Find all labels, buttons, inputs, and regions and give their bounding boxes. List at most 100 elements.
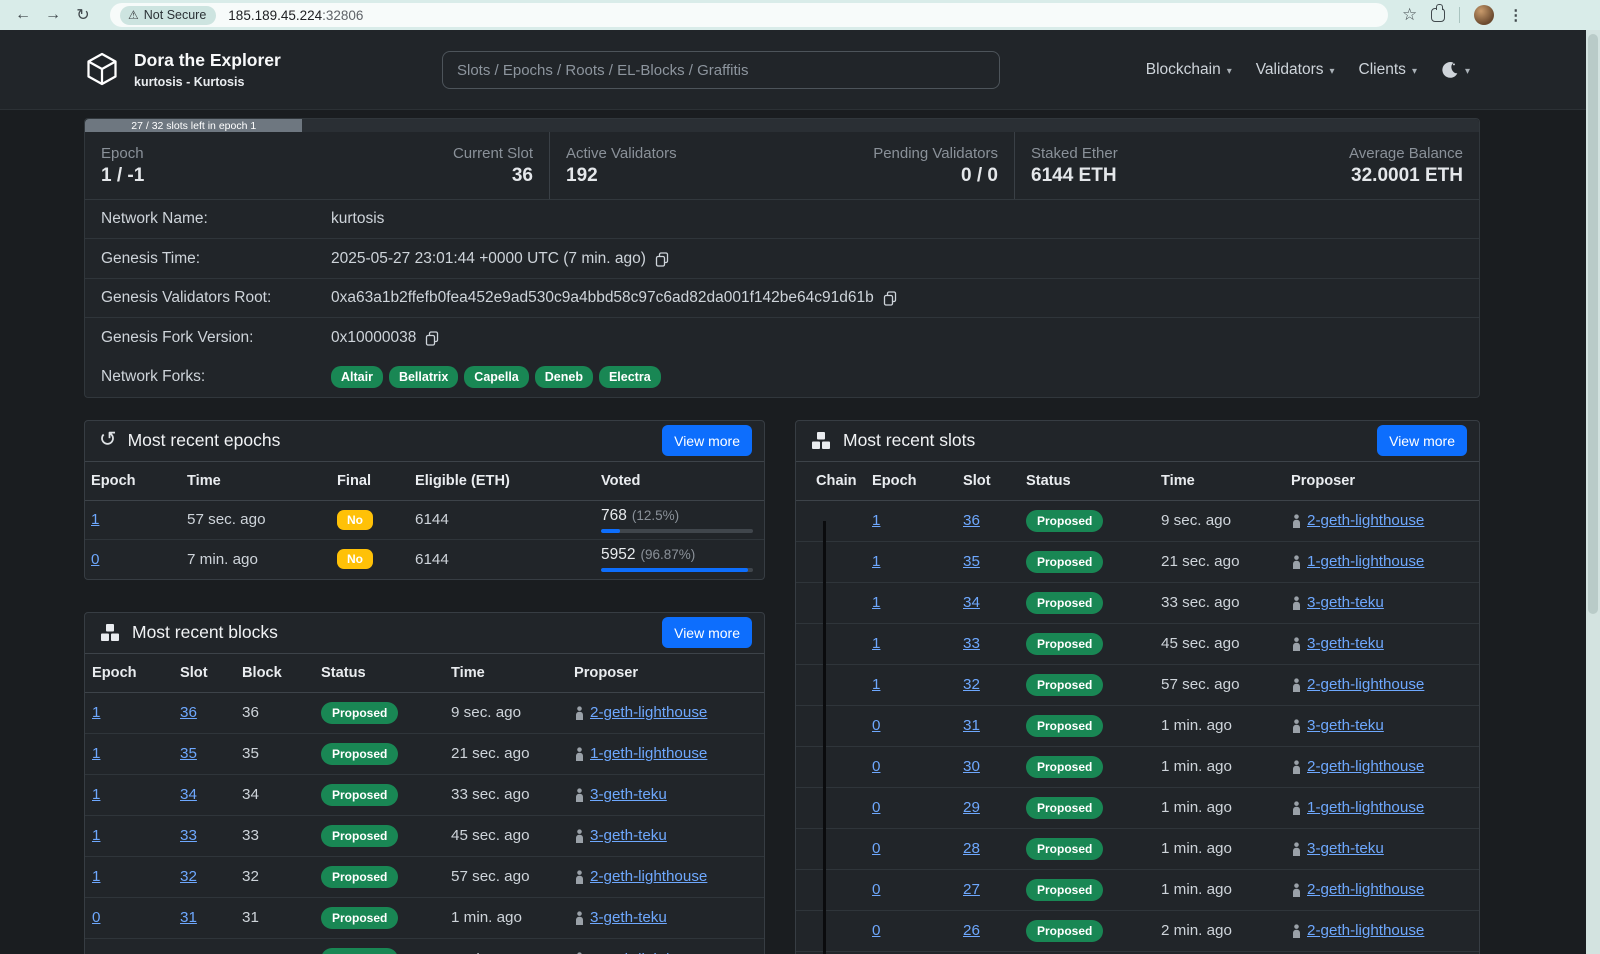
epoch-link[interactable]: 0	[872, 840, 881, 858]
scrollbar-thumb[interactable]	[1588, 34, 1598, 614]
proposer-link[interactable]: 2-geth-lighthouse	[1307, 512, 1425, 530]
eligible-eth: 6144	[415, 511, 449, 529]
slot-link[interactable]: 31	[963, 717, 980, 735]
slot-link[interactable]: 26	[963, 922, 980, 940]
info-value: 2025-05-27 23:01:44 +0000 UTC (7 min. ag…	[331, 249, 646, 267]
browser-menu-icon[interactable]: ⋮	[1508, 7, 1524, 24]
view-more-slots-button[interactable]: View more	[1377, 425, 1467, 457]
nav-clients[interactable]: Clients ▾	[1358, 61, 1417, 78]
slot-link[interactable]: 32	[180, 868, 197, 886]
slot-link[interactable]: 28	[963, 840, 980, 858]
epoch-link[interactable]: 0	[872, 881, 881, 899]
stat-pending-validators: Pending Validators 0 / 0	[873, 144, 998, 186]
proposer-link[interactable]: 2-geth-lighthouse	[1307, 881, 1425, 899]
epoch-link[interactable]: 0	[872, 922, 881, 940]
slot-row: 1 34 Proposed 33 sec. ago 3-geth-teku	[796, 583, 1479, 624]
epoch-link[interactable]: 1	[872, 594, 881, 612]
person-icon	[574, 706, 585, 720]
view-more-epochs-button[interactable]: View more	[662, 425, 752, 457]
theme-toggle[interactable]: ▾	[1441, 61, 1470, 79]
epoch-link[interactable]: 1	[92, 868, 101, 886]
epoch-link[interactable]: 1	[92, 704, 101, 722]
proposer-link[interactable]: 2-geth-lighthouse	[1307, 922, 1425, 940]
slot-link[interactable]: 29	[963, 799, 980, 817]
proposer-link[interactable]: 2-geth-lighthouse	[590, 868, 708, 886]
proposer-link[interactable]: 1-geth-lighthouse	[1307, 553, 1425, 571]
recent-slots-card: Most recent slots View more Chain Epoch …	[795, 419, 1480, 954]
copy-icon[interactable]	[425, 331, 439, 347]
slot-link[interactable]: 34	[963, 594, 980, 612]
brand[interactable]: Dora the Explorer kurtosis - Kurtosis	[84, 50, 281, 89]
epoch-link[interactable]: 1	[872, 635, 881, 653]
slot-link[interactable]: 32	[963, 676, 980, 694]
slot-link[interactable]: 36	[180, 704, 197, 722]
forward-icon[interactable]: →	[45, 6, 61, 23]
toolbar-divider	[1459, 7, 1461, 23]
slot-link[interactable]: 35	[180, 745, 197, 763]
epoch-link[interactable]: 1	[872, 512, 881, 530]
epoch-link[interactable]: 1	[91, 511, 100, 529]
proposer-link[interactable]: 3-geth-teku	[1307, 840, 1384, 858]
slot-link[interactable]: 34	[180, 786, 197, 804]
back-icon[interactable]: ←	[15, 6, 31, 23]
view-more-blocks-button[interactable]: View more	[662, 617, 752, 649]
epoch-link[interactable]: 1	[872, 553, 881, 571]
page-scrollbar[interactable]	[1586, 30, 1600, 954]
card-title: Most recent slots	[843, 430, 976, 451]
copy-icon[interactable]	[883, 291, 897, 307]
epoch-link[interactable]: 0	[91, 550, 100, 568]
slot-link[interactable]: 30	[963, 758, 980, 776]
epoch-link[interactable]: 0	[92, 951, 100, 954]
slot-link[interactable]: 33	[963, 635, 980, 653]
epoch-link[interactable]: 1	[872, 676, 881, 694]
epoch-link[interactable]: 1	[92, 827, 101, 845]
epoch-progress-bar: 27 / 32 slots left in epoch 1	[85, 119, 1479, 132]
profile-avatar[interactable]	[1474, 5, 1495, 25]
block-time: 57 sec. ago	[451, 868, 530, 886]
proposer-link[interactable]: 3-geth-teku	[1307, 635, 1384, 653]
not-secure-chip[interactable]: ⚠ Not Secure	[120, 5, 217, 25]
proposer-link[interactable]: 3-geth-teku	[590, 786, 667, 804]
slot-time: 1 min. ago	[1161, 758, 1232, 776]
blocks-table-body: 1 36 36 Proposed 9 sec. ago 2-geth-light…	[85, 693, 764, 954]
epoch-link[interactable]: 1	[92, 786, 101, 804]
epoch-link[interactable]: 0	[872, 799, 881, 817]
proposer-link[interactable]: 3-geth-teku	[590, 827, 667, 845]
proposer-link[interactable]: 1-geth-lighthouse	[1307, 799, 1425, 817]
search-input[interactable]	[442, 51, 1000, 89]
epoch-link[interactable]: 0	[872, 758, 881, 776]
slot-link[interactable]: 36	[963, 512, 980, 530]
slot-link[interactable]: 31	[180, 909, 197, 927]
slot-row: 0 31 Proposed 1 min. ago 3-geth-teku	[796, 706, 1479, 747]
copy-icon[interactable]	[655, 252, 669, 267]
extensions-icon[interactable]	[1431, 4, 1446, 22]
slot-link[interactable]: 27	[963, 881, 980, 899]
proposer-link[interactable]: 2-geth-lighthouse	[1307, 758, 1425, 776]
status-badge: Proposed	[1026, 591, 1104, 614]
epoch-link[interactable]: 1	[92, 745, 101, 763]
block-number: 34	[242, 786, 259, 804]
bookmark-star-icon[interactable]: ☆	[1402, 5, 1418, 24]
slot-link[interactable]: 30	[180, 951, 197, 954]
epoch-link[interactable]: 0	[872, 717, 881, 735]
nav-validators[interactable]: Validators ▾	[1255, 61, 1335, 78]
proposer-link[interactable]: 3-geth-teku	[1307, 594, 1384, 612]
blocks-table-header: Epoch Slot Block Status Time Proposer	[85, 652, 764, 693]
block-number: 32	[242, 868, 259, 886]
nav-blockchain[interactable]: Blockchain ▾	[1145, 61, 1232, 78]
epoch-link[interactable]: 0	[92, 909, 101, 927]
proposer-link[interactable]: 3-geth-teku	[590, 909, 667, 927]
proposer-link[interactable]: 2-geth-lighthouse	[590, 704, 708, 722]
proposer-link[interactable]: 3-geth-teku	[1307, 717, 1384, 735]
proposer-link[interactable]: 2-geth-lighthouse	[590, 951, 707, 954]
slot-link[interactable]: 33	[180, 827, 197, 845]
voted-progress-bar	[601, 528, 753, 533]
status-badge: Proposed	[1026, 878, 1104, 901]
proposer-link[interactable]: 2-geth-lighthouse	[1307, 676, 1425, 694]
address-bar[interactable]: ⚠ Not Secure 185.189.45.224:32806	[110, 3, 1388, 27]
voted-progress-fill	[601, 528, 620, 533]
block-time: 1 min. ago	[451, 951, 574, 954]
slot-link[interactable]: 35	[963, 553, 980, 571]
proposer-link[interactable]: 1-geth-lighthouse	[590, 745, 708, 763]
reload-icon[interactable]: ↻	[76, 7, 90, 24]
